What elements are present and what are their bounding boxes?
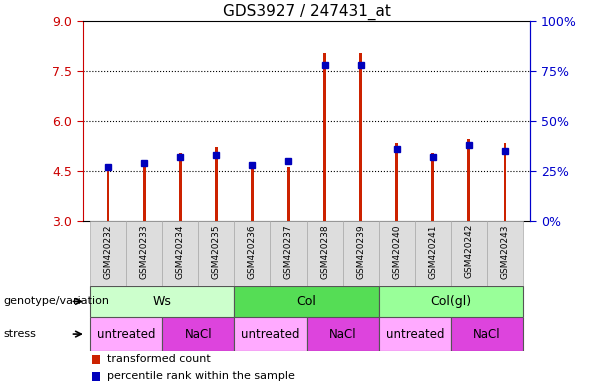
Bar	[415, 221, 451, 286]
Bar	[379, 286, 523, 317]
Text: untreated: untreated	[241, 328, 300, 341]
Text: Ws: Ws	[153, 295, 172, 308]
Bar	[359, 53, 362, 221]
Bar	[107, 167, 110, 221]
Bar	[234, 317, 306, 351]
Text: NaCl: NaCl	[185, 328, 212, 341]
Text: GSM420241: GSM420241	[428, 224, 437, 278]
Text: GSM420243: GSM420243	[500, 224, 509, 278]
Bar	[215, 147, 218, 221]
Text: Col: Col	[297, 295, 316, 308]
Bar	[343, 221, 379, 286]
Bar	[306, 221, 343, 286]
Bar	[451, 317, 523, 351]
Text: GSM420237: GSM420237	[284, 224, 293, 279]
Text: percentile rank within the sample: percentile rank within the sample	[107, 371, 295, 381]
Text: GSM420242: GSM420242	[465, 224, 473, 278]
Bar	[451, 221, 487, 286]
Text: transformed count: transformed count	[107, 354, 211, 364]
Bar	[162, 317, 234, 351]
Title: GDS3927 / 247431_at: GDS3927 / 247431_at	[223, 3, 390, 20]
Text: NaCl: NaCl	[473, 328, 501, 341]
Bar	[126, 221, 162, 286]
Text: Col(gl): Col(gl)	[430, 295, 471, 308]
Bar	[287, 167, 290, 221]
Bar	[92, 355, 100, 364]
Bar	[143, 167, 145, 221]
Bar	[379, 317, 451, 351]
Bar	[251, 167, 254, 221]
Text: GSM420233: GSM420233	[140, 224, 148, 279]
Text: NaCl: NaCl	[329, 328, 356, 341]
Text: genotype/variation: genotype/variation	[3, 296, 109, 306]
Bar	[270, 221, 306, 286]
Text: GSM420240: GSM420240	[392, 224, 402, 278]
Text: untreated: untreated	[97, 328, 155, 341]
Bar	[503, 142, 506, 221]
Text: GSM420232: GSM420232	[104, 224, 113, 278]
Text: stress: stress	[3, 329, 36, 339]
Text: untreated: untreated	[386, 328, 444, 341]
Bar	[179, 152, 181, 221]
Bar	[198, 221, 234, 286]
Bar	[432, 152, 434, 221]
Bar	[306, 317, 379, 351]
Text: GSM420235: GSM420235	[211, 224, 221, 279]
Bar	[234, 221, 270, 286]
Bar	[234, 286, 379, 317]
Bar	[379, 221, 415, 286]
Text: GSM420238: GSM420238	[320, 224, 329, 279]
Bar	[395, 142, 398, 221]
Bar	[162, 221, 198, 286]
Bar	[90, 317, 162, 351]
Text: GSM420234: GSM420234	[176, 224, 185, 278]
Bar	[90, 221, 126, 286]
Text: GSM420236: GSM420236	[248, 224, 257, 279]
Bar	[468, 139, 470, 221]
Bar	[92, 372, 100, 381]
Text: GSM420239: GSM420239	[356, 224, 365, 279]
Bar	[487, 221, 523, 286]
Bar	[323, 53, 326, 221]
Bar	[90, 286, 234, 317]
